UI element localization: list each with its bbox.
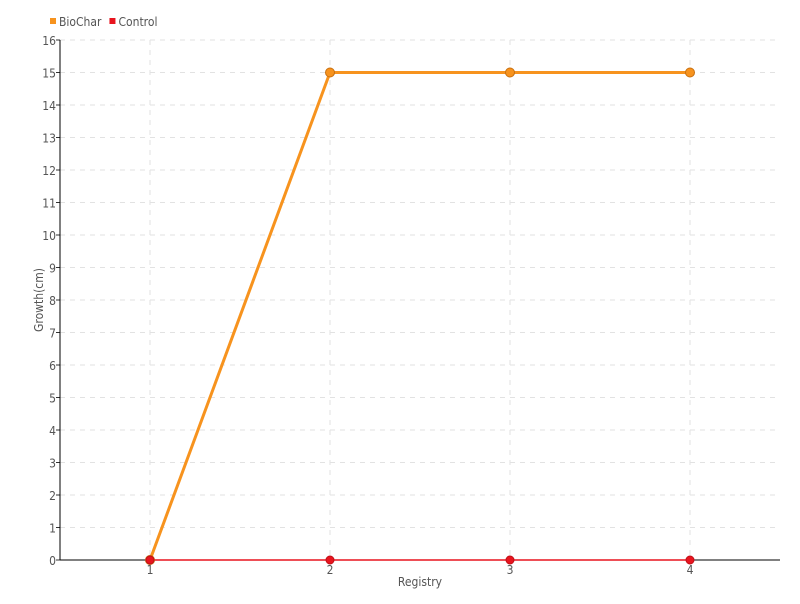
series-line-biochar — [148, 71, 690, 561]
data-point-biochar — [325, 67, 335, 78]
y-tick-label: 10 — [42, 229, 56, 243]
y-tick-label: 11 — [42, 197, 56, 211]
x-tick-label: 1 — [147, 563, 154, 577]
x-tick-label: 2 — [327, 563, 334, 577]
legend-label-control: Control — [118, 15, 157, 29]
y-tick-label: 5 — [49, 392, 56, 406]
y-tick-label: 1 — [49, 522, 56, 536]
data-point-control — [325, 555, 335, 565]
data-point-biochar — [685, 67, 695, 78]
data-point-control — [145, 555, 155, 565]
y-tick-label: 16 — [42, 34, 56, 48]
x-axis-label: Registry — [398, 575, 443, 589]
y-tick-label: 3 — [49, 457, 56, 471]
x-tick-label: 4 — [687, 563, 694, 577]
y-axis-label: Growth(cm) — [32, 268, 46, 332]
y-tick-label: 12 — [42, 164, 56, 178]
y-tick-label: 8 — [49, 294, 56, 308]
y-tick-label: 6 — [49, 359, 56, 373]
y-tick-label: 13 — [42, 132, 56, 146]
legend-swatch-control — [109, 18, 116, 24]
legend-swatch-biochar — [50, 18, 56, 24]
legend-label-biochar: BioChar — [59, 15, 102, 29]
y-tick-label: 2 — [49, 489, 56, 503]
y-tick-label: 14 — [42, 99, 56, 113]
y-tick-label: 4 — [49, 424, 56, 438]
data-point-biochar — [505, 67, 515, 78]
grid — [60, 39, 780, 560]
data-point-control — [505, 555, 515, 565]
x-tick-label: 3 — [507, 563, 514, 577]
y-tick-label: 0 — [49, 554, 56, 568]
series-group — [145, 67, 695, 565]
y-tick-label: 15 — [42, 67, 56, 81]
data-point-control — [685, 555, 695, 565]
y-tick-label: 7 — [49, 327, 56, 341]
legend[interactable]: BioChar Control — [50, 15, 157, 29]
y-tick-label: 9 — [49, 262, 56, 276]
